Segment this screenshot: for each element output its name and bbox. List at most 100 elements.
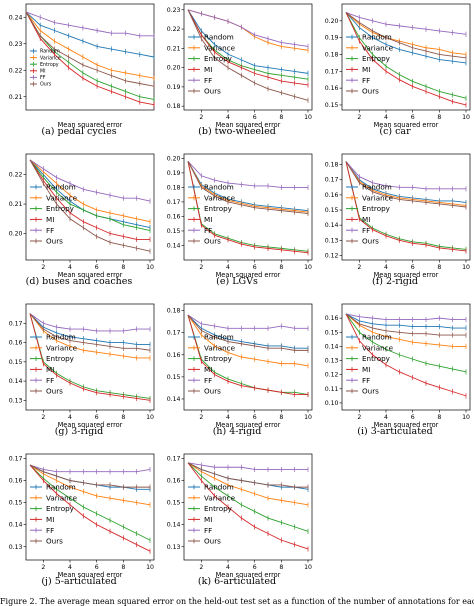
- y-tick-label: 0.18: [167, 103, 181, 110]
- plot-frame: [183, 303, 313, 411]
- legend-label-ff: FF: [362, 376, 370, 385]
- chart-svg-9: 0.16 0.15 0.14 0.13 0.12 0.11 0.10 2 4 6 8 10 Mean s…: [325, 303, 471, 429]
- x-tick-label: 4: [384, 114, 388, 121]
- legend-label-mi: MI: [40, 69, 46, 75]
- series-line-ours: [29, 464, 150, 488]
- chart-svg-7: 0.17 0.16 0.15 0.14 0.13 2 4 6 8 10 Mean squared e…: [9, 303, 155, 429]
- x-tick-label: 10: [304, 564, 312, 571]
- x-tick-label: 4: [384, 414, 388, 421]
- y-tick-label: 0.11: [325, 386, 339, 393]
- y-tick-label: 0.17: [325, 68, 339, 75]
- chart-svg-11: 0.17 0.16 0.15 0.14 0.13 2 4 6 8 10 Mean squared e…: [167, 453, 313, 579]
- legend-label-random: Random: [204, 33, 234, 42]
- legend-label-random: Random: [46, 333, 76, 342]
- x-tick-label: 2: [199, 264, 203, 271]
- legend-label-ff: FF: [46, 226, 54, 235]
- panel-caption: (g) 3-rigid: [54, 426, 104, 437]
- legend-label-variance: Variance: [40, 55, 61, 61]
- legend-label-variance: Variance: [46, 193, 78, 202]
- chart-svg-5: 0.20 0.19 0.18 0.17 0.16 0.15 0.14 2 4 6 8 10 Mean s…: [167, 153, 313, 279]
- x-tick-label: 8: [279, 114, 283, 121]
- x-axis-label: Mean squared error: [58, 571, 123, 579]
- legend-label-mi: MI: [204, 65, 212, 74]
- series-line-ff: [29, 159, 151, 202]
- chart-svg-2: 0.23 0.22 0.21 0.20 0.19 0.18 2 4 6 8 10 Mean squar…: [167, 3, 313, 129]
- panel-caption: (j) 5-articulated: [41, 576, 117, 587]
- x-tick-label: 2: [41, 264, 45, 271]
- x-tick-label: 10: [146, 264, 154, 271]
- series-line-ff: [187, 314, 308, 329]
- x-tick-label: 10: [304, 264, 312, 271]
- x-axis-label: Mean squared error: [216, 571, 281, 579]
- series-line-entropy: [187, 314, 309, 395]
- series-line-variance: [29, 159, 151, 223]
- legend-label-ff: FF: [46, 526, 54, 535]
- x-tick-label: 10: [462, 414, 470, 421]
- y-tick-label: 0.16: [325, 315, 339, 322]
- x-tick-label: 6: [411, 114, 415, 121]
- legend-label-ours: Ours: [362, 87, 379, 96]
- chart-svg-4: 0.22 0.21 0.20 2 4 6 8 10 Mean squared error Rand…: [9, 153, 155, 279]
- panel-caption: (k) 6-articulated: [197, 576, 277, 587]
- series-line-random: [345, 161, 467, 203]
- x-tick-label: 10: [462, 264, 470, 271]
- chart-panel-9: 0.16 0.15 0.14 0.13 0.12 0.11 0.10 2 4 6 8 10 Mean s…: [316, 300, 474, 450]
- series-line-variance: [345, 161, 467, 206]
- series-line-ff: [29, 464, 151, 473]
- y-tick-label: 0.16: [167, 213, 181, 220]
- series-line-variance: [29, 313, 150, 359]
- x-tick-label: 4: [226, 564, 230, 571]
- x-tick-label: 6: [253, 264, 257, 271]
- chart-svg-1: 0.24 0.23 0.22 0.21 Mean squared error Random…: [9, 3, 155, 129]
- y-tick-label: 0.16: [9, 478, 23, 485]
- series-line-mi: [187, 161, 309, 254]
- y-tick-label: 0.14: [167, 522, 181, 529]
- y-tick-label: 0.23: [9, 41, 23, 48]
- legend-label-ours: Ours: [204, 387, 221, 396]
- series-line-entropy: [29, 159, 151, 231]
- plot-frame: [25, 303, 155, 411]
- y-tick-label: 0.15: [325, 329, 339, 336]
- y-tick-label: 0.15: [9, 500, 23, 507]
- chart-panel-2: 0.23 0.22 0.21 0.20 0.19 0.18 2 4 6 8 10 Mean squar…: [158, 0, 316, 150]
- series-line-ours: [187, 462, 308, 488]
- chart-panel-3: 0.20 0.19 0.18 0.17 0.16 0.15 2 4 6 8 10 Mean squar…: [316, 0, 474, 150]
- panel-caption: (f) 2-rigid: [372, 276, 418, 287]
- legend-label-entropy: Entropy: [204, 204, 233, 213]
- series-line-variance: [187, 314, 309, 367]
- series-line-entropy: [29, 313, 151, 399]
- x-tick-label: 6: [95, 264, 99, 271]
- legend-label-ff: FF: [362, 226, 370, 235]
- series-line-ff: [345, 313, 466, 320]
- chart-panel-11: 0.17 0.16 0.15 0.14 0.13 2 4 6 8 10 Mean squared e…: [158, 450, 316, 600]
- series-line-entropy: [187, 161, 309, 252]
- legend-label-random: Random: [46, 483, 76, 492]
- y-tick-label: 0.18: [167, 308, 181, 315]
- legend-label-ours: Ours: [204, 237, 221, 246]
- legend-label-random: Random: [362, 33, 392, 42]
- y-tick-label: 0.14: [325, 222, 339, 229]
- chart-svg-10: 0.17 0.16 0.15 0.14 0.13 2 4 6 8 10 Mean squared e…: [9, 453, 155, 579]
- legend-label-ff: FF: [362, 76, 370, 85]
- plot-frame: [341, 3, 471, 111]
- chart-panel-7: 0.17 0.16 0.15 0.14 0.13 2 4 6 8 10 Mean squared e…: [0, 300, 158, 450]
- y-tick-label: 0.15: [9, 359, 23, 366]
- series-line-ff: [187, 462, 308, 470]
- legend-label-entropy: Entropy: [46, 204, 75, 213]
- y-tick-label: 0.13: [9, 544, 23, 551]
- series-line-random: [345, 12, 467, 64]
- x-tick-label: 6: [253, 414, 257, 421]
- legend-label-ours: Ours: [362, 237, 379, 246]
- y-tick-label: 0.14: [167, 242, 181, 249]
- x-tick-label: 6: [411, 414, 415, 421]
- plot-frame: [25, 153, 155, 261]
- panel-caption: (d) buses and coaches: [25, 276, 133, 287]
- x-tick-label: 6: [95, 414, 99, 421]
- series-line-mi: [345, 161, 467, 252]
- y-tick-label: 0.13: [325, 237, 339, 244]
- series-line-mi: [187, 9, 309, 86]
- x-tick-label: 2: [357, 114, 361, 121]
- plot-frame: [183, 3, 313, 111]
- series-line-mi: [29, 313, 151, 401]
